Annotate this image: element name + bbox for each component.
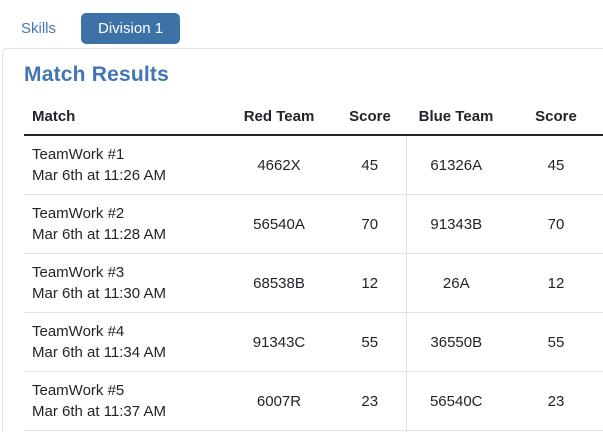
match-results-card: Match Results Match Red Team Score Blue … bbox=[2, 48, 603, 432]
table-row: TeamWork #2 Mar 6th at 11:28 AM 56540A 7… bbox=[24, 194, 603, 254]
blue-team: 26A bbox=[405, 253, 506, 313]
match-cell: TeamWork #5 Mar 6th at 11:37 AM bbox=[24, 371, 224, 431]
red-score: 12 bbox=[334, 253, 406, 313]
table-row: TeamWork #3 Mar 6th at 11:30 AM 68538B 1… bbox=[24, 253, 603, 313]
column-header-match: Match bbox=[24, 102, 224, 136]
match-name: TeamWork #3 bbox=[32, 264, 125, 281]
match-cell: TeamWork #2 Mar 6th at 11:28 AM bbox=[24, 194, 224, 254]
red-score: 23 bbox=[334, 371, 406, 431]
red-score: 70 bbox=[334, 194, 406, 254]
table-header-row: Match Red Team Score Blue Team Score bbox=[24, 102, 603, 136]
match-cell: TeamWork #3 Mar 6th at 11:30 AM bbox=[24, 253, 224, 313]
match-name: TeamWork #5 bbox=[32, 382, 125, 399]
match-time: Mar 6th at 11:26 AM bbox=[32, 167, 166, 184]
red-team: 6007R bbox=[224, 371, 334, 431]
blue-score: 70 bbox=[506, 194, 603, 254]
red-team: 4662X bbox=[224, 135, 334, 195]
tab-skills[interactable]: Skills bbox=[21, 19, 57, 37]
tab-division-1[interactable]: Division 1 bbox=[81, 12, 181, 44]
blue-score: 12 bbox=[506, 253, 603, 313]
blue-team: 56540C bbox=[405, 371, 506, 431]
match-time: Mar 6th at 11:37 AM bbox=[32, 403, 166, 420]
red-team: 91343C bbox=[224, 312, 334, 372]
red-score: 45 bbox=[334, 135, 406, 195]
match-time: Mar 6th at 11:28 AM bbox=[32, 226, 166, 243]
column-header-red-score: Score bbox=[334, 102, 406, 136]
table-row-partial bbox=[24, 430, 603, 432]
match-time: Mar 6th at 11:34 AM bbox=[32, 344, 166, 361]
tab-bar: Skills Division 1 bbox=[0, 0, 603, 45]
blue-team: 36550B bbox=[405, 312, 506, 372]
match-results-table: Match Red Team Score Blue Team Score Tea… bbox=[24, 102, 603, 432]
table-row: TeamWork #1 Mar 6th at 11:26 AM 4662X 45… bbox=[24, 135, 603, 195]
match-name: TeamWork #4 bbox=[32, 323, 125, 340]
blue-team: 91343B bbox=[405, 194, 506, 254]
column-header-blue-score: Score bbox=[506, 102, 603, 136]
blue-score: 55 bbox=[506, 312, 603, 372]
red-team: 56540A bbox=[224, 194, 334, 254]
match-time: Mar 6th at 11:30 AM bbox=[32, 285, 166, 302]
table-row: TeamWork #4 Mar 6th at 11:34 AM 91343C 5… bbox=[24, 312, 603, 372]
column-header-red-team: Red Team bbox=[224, 102, 334, 136]
blue-score: 45 bbox=[506, 135, 603, 195]
table-row: TeamWork #5 Mar 6th at 11:37 AM 6007R 23… bbox=[24, 371, 603, 431]
match-cell: TeamWork #4 Mar 6th at 11:34 AM bbox=[24, 312, 224, 372]
red-score: 55 bbox=[334, 312, 406, 372]
match-name: TeamWork #1 bbox=[32, 146, 125, 163]
blue-team: 61326A bbox=[405, 135, 506, 195]
match-cell: TeamWork #1 Mar 6th at 11:26 AM bbox=[24, 135, 224, 195]
match-name: TeamWork #2 bbox=[32, 205, 125, 222]
page-title: Match Results bbox=[24, 63, 169, 86]
column-header-blue-team: Blue Team bbox=[406, 102, 506, 136]
red-team: 68538B bbox=[224, 253, 334, 313]
blue-score: 23 bbox=[506, 371, 603, 431]
